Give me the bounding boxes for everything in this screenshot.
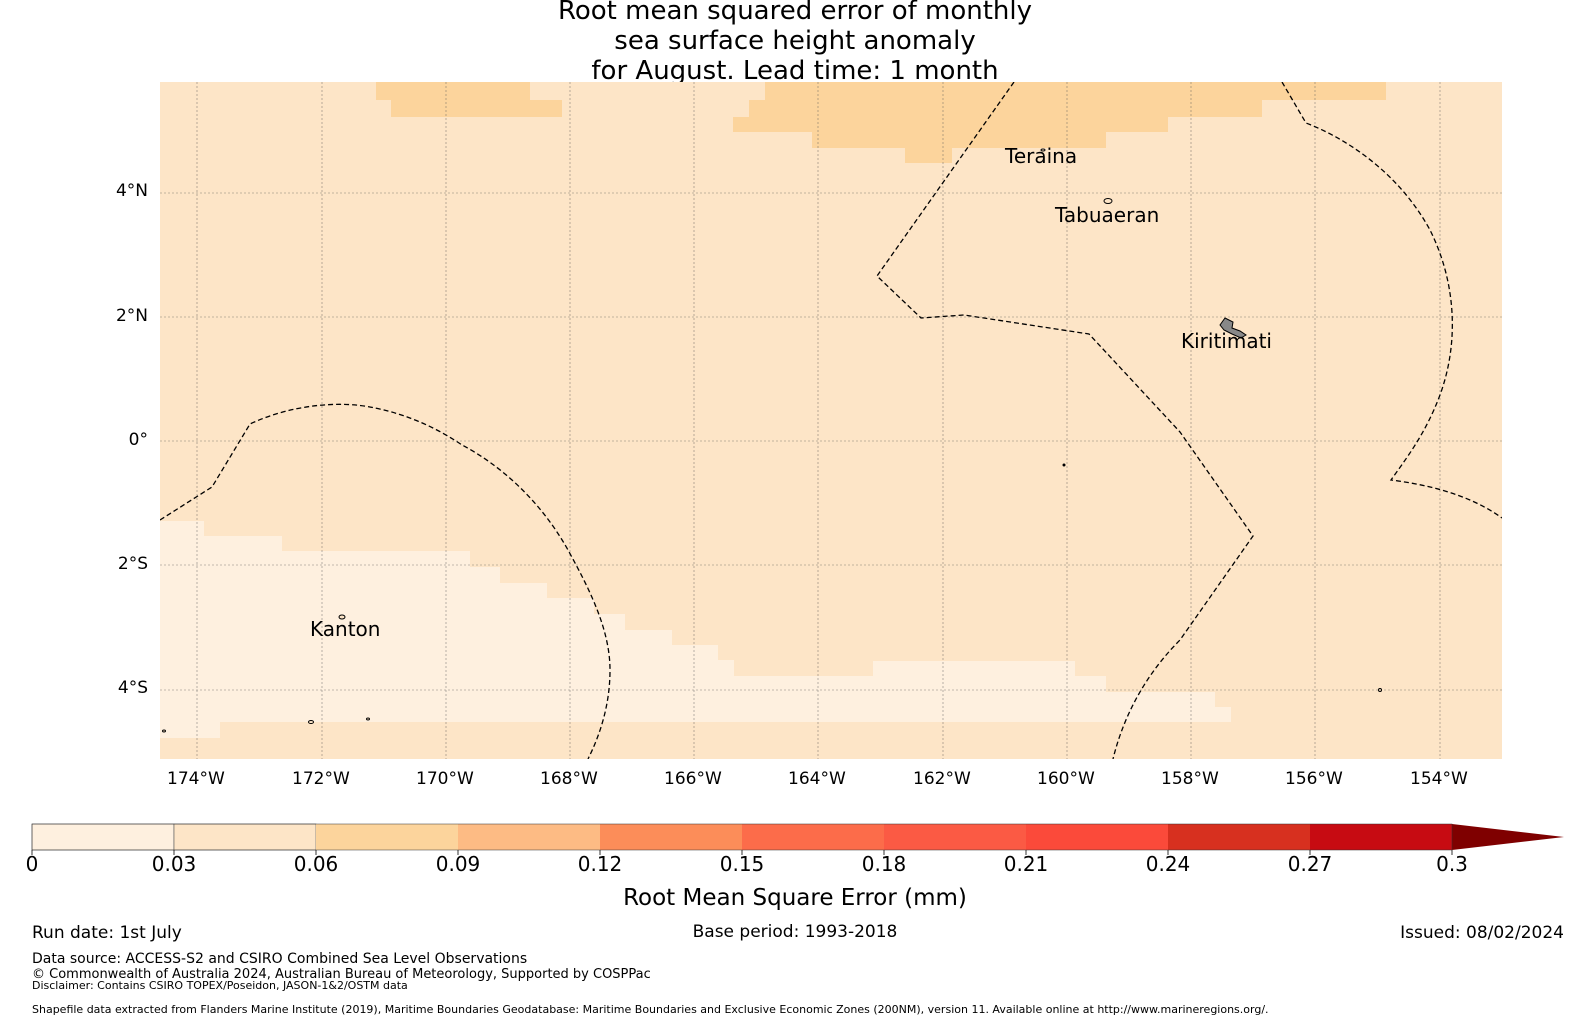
place-kanton: Kanton — [310, 617, 381, 641]
lat-label-4n: 4°N — [115, 181, 148, 201]
colorbar — [31, 823, 1564, 855]
lon-label-166w: 166°W — [664, 769, 722, 789]
lon-label-170w: 170°W — [416, 769, 474, 789]
lon-label-168w: 168°W — [540, 769, 598, 789]
run-date: Run date: 1st July — [32, 923, 182, 943]
island-small-4 — [162, 729, 166, 733]
lat-label-4s: 4°S — [117, 678, 148, 698]
shapefile-credit: Shapefile data extracted from Flanders M… — [32, 1003, 1269, 1016]
eez-boundary-kanton — [160, 403, 611, 759]
issued-date: Issued: 08/02/2024 — [1400, 923, 1564, 943]
colorbar-segment — [316, 824, 458, 850]
island-tabuaeran — [1103, 198, 1113, 204]
eez-boundary-line-islands — [876, 82, 1254, 759]
colorbar-tick-label: 0.21 — [1003, 852, 1049, 876]
place-tabuaeran: Tabuaeran — [1055, 203, 1160, 227]
disclaimer: Disclaimer: Contains CSIRO TOPEX/Poseido… — [32, 979, 408, 992]
colorbar-tick-label: 0.12 — [577, 852, 623, 876]
colorbar-segment — [884, 824, 1026, 850]
shading-high-west — [376, 82, 562, 117]
colorbar-segment — [1310, 824, 1452, 850]
colorbar-tick-label: 0.18 — [861, 852, 907, 876]
title-line-1: Root mean squared error of monthly — [557, 0, 1033, 26]
island-small-5 — [1062, 463, 1066, 467]
lon-label-174w: 174°W — [167, 769, 225, 789]
colorbar-segment — [742, 824, 884, 850]
island-kiritimati — [1219, 317, 1247, 339]
lon-label-162w: 162°W — [913, 769, 971, 789]
island-small-3 — [1378, 688, 1382, 692]
title-line-3: for August. Lead time: 1 month — [591, 56, 999, 86]
colorbar-tick-label: 0.06 — [293, 852, 339, 876]
island-kanton — [338, 614, 346, 620]
copyright: © Commonwealth of Australia 2024, Austra… — [32, 967, 651, 982]
shading-low-south-strip — [160, 722, 190, 738]
colorbar-tick-label: 0.27 — [1287, 852, 1333, 876]
colorbar-tick-label: 0.24 — [1145, 852, 1191, 876]
colorbar-tick-label: 0 — [25, 852, 39, 876]
lat-label-0: 0° — [128, 430, 148, 450]
lon-label-158w: 158°W — [1161, 769, 1219, 789]
lon-label-172w: 172°W — [292, 769, 350, 789]
colorbar-tick-label: 0.09 — [435, 852, 481, 876]
colorbar-label: Root Mean Square Error (mm) — [623, 885, 967, 911]
colorbar-extend-arrow — [1452, 824, 1564, 850]
colorbar-segment — [1026, 824, 1168, 850]
colorbar-segment — [31, 823, 175, 851]
colorbar-segment — [458, 824, 600, 850]
title-line-2: sea surface height anomaly — [614, 26, 976, 56]
shading-low-southwest — [160, 521, 1231, 722]
eez-boundary-kiritimati — [1281, 82, 1502, 519]
colorbar-segment — [1168, 824, 1310, 850]
shading-high-center — [733, 82, 1386, 163]
place-kiritimati: Kiritimati — [1181, 329, 1272, 353]
base-period: Base period: 1993-2018 — [692, 922, 898, 942]
lat-label-2s: 2°S — [117, 554, 148, 574]
colorbar-tick-label: 0.03 — [151, 852, 197, 876]
colorbar-segment — [600, 824, 742, 850]
lat-label-2n: 2°N — [115, 306, 148, 326]
lon-label-156w: 156°W — [1285, 769, 1343, 789]
island-small-1 — [308, 720, 314, 724]
lon-label-164w: 164°W — [788, 769, 846, 789]
map-title: Root mean squared error of monthly sea s… — [0, 0, 1590, 86]
island-small-2 — [366, 717, 370, 721]
shading-low-south-strip-2 — [190, 722, 220, 738]
lon-label-154w: 154°W — [1410, 769, 1468, 789]
place-teraina: Teraina — [1005, 144, 1078, 168]
colorbar-tick-label: 0.15 — [719, 852, 765, 876]
island-teraina — [1040, 148, 1046, 152]
colorbar-segment — [173, 823, 317, 851]
colorbar-tick-label: 0.3 — [1436, 852, 1468, 876]
lon-label-160w: 160°W — [1037, 769, 1095, 789]
data-source: Data source: ACCESS-S2 and CSIRO Combine… — [32, 951, 528, 967]
